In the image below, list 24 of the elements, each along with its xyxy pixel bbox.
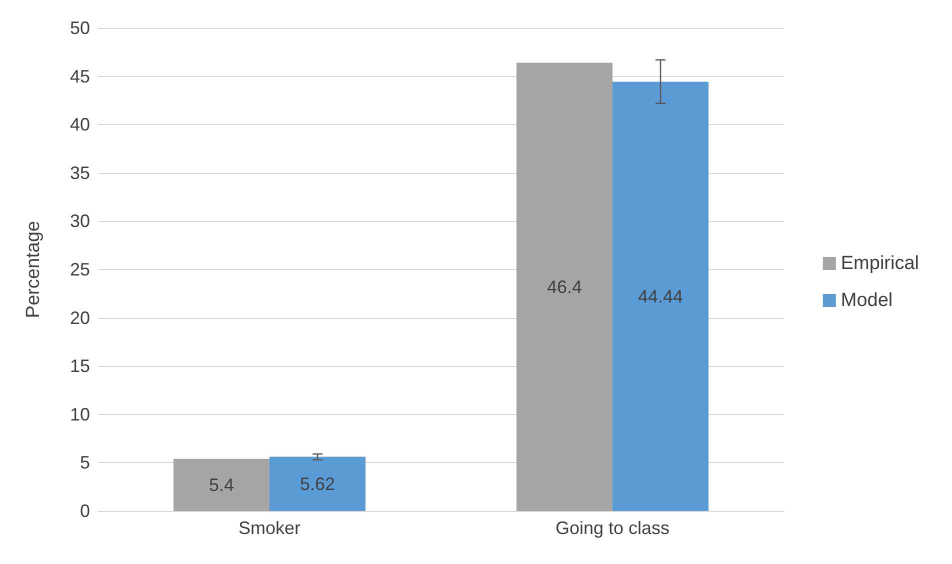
bar <box>173 458 270 511</box>
y-tick-label: 0 <box>80 501 90 521</box>
y-axis-title: Percentage <box>23 220 44 318</box>
data-label: 46.4 <box>546 276 582 297</box>
y-tick-label: 40 <box>70 114 90 135</box>
bar <box>516 62 612 511</box>
y-tick-label: 10 <box>70 404 90 424</box>
data-label: 44.44 <box>638 286 684 306</box>
y-tick-label: 45 <box>70 66 90 86</box>
x-tick-label: Going to class <box>555 518 670 538</box>
y-tick-label: 50 <box>70 18 90 38</box>
legend-label: Model <box>840 290 893 311</box>
y-tick-label: 5 <box>80 452 90 473</box>
y-tick-label: 25 <box>70 260 90 280</box>
legend-label: Empirical <box>840 253 919 274</box>
data-label: 5.62 <box>300 474 336 494</box>
y-tick-label: 20 <box>70 308 90 328</box>
data-label: 5.4 <box>208 474 234 495</box>
bar <box>612 82 709 511</box>
y-tick-label: 30 <box>70 211 90 232</box>
y-tick-label: 35 <box>70 162 90 183</box>
y-tick-label: 15 <box>70 356 90 376</box>
bar <box>270 456 366 511</box>
x-tick-label: Smoker <box>238 518 301 538</box>
